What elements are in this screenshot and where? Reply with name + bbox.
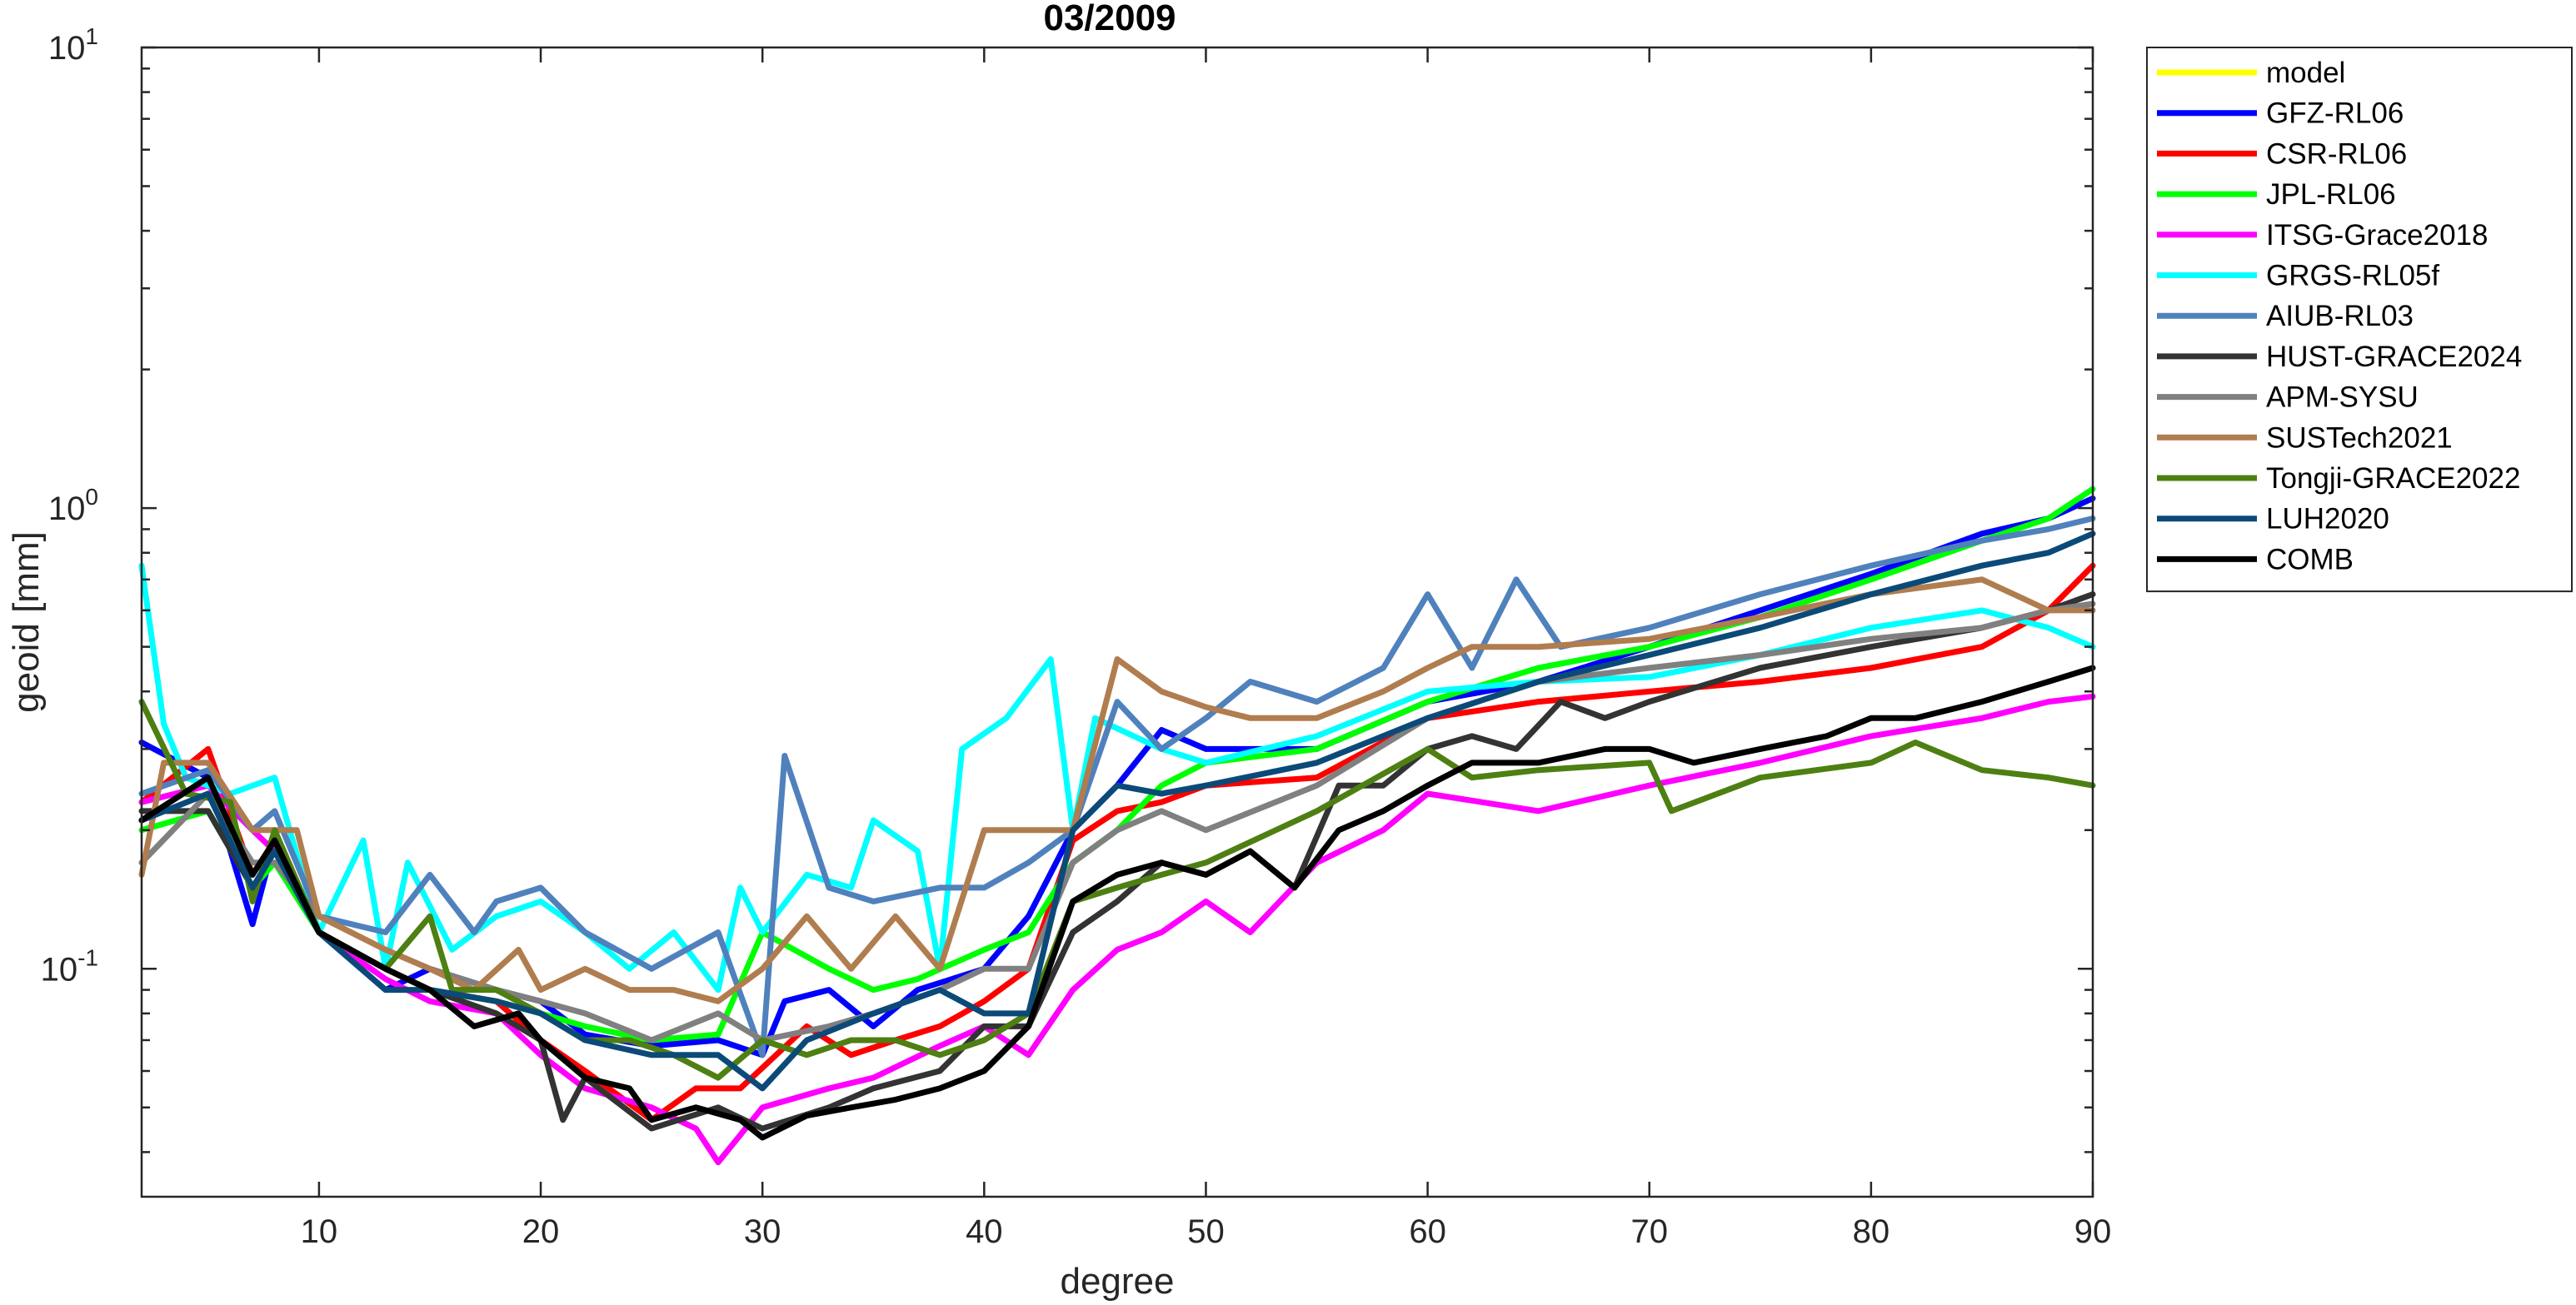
- legend-label-model: model: [2266, 57, 2345, 89]
- legend-label-csr-rl06: CSR-RL06: [2266, 137, 2407, 170]
- y-tick-label: 101: [48, 23, 98, 67]
- legend-label-gfz-rl06: GFZ-RL06: [2266, 97, 2404, 130]
- plot-background: [142, 47, 2093, 1197]
- x-tick-label: 50: [1187, 1213, 1225, 1250]
- x-tick-label: 80: [1853, 1213, 1890, 1250]
- y-axis-label: geoid [mm]: [6, 531, 47, 713]
- legend-label-jpl-rl06: JPL-RL06: [2266, 178, 2396, 211]
- series-layer: [138, 486, 2096, 1166]
- legend-label-comb: COMB: [2266, 543, 2354, 575]
- chart-title: 03/2009: [1043, 0, 1176, 38]
- x-tick-label: 30: [744, 1213, 781, 1250]
- series-line-comb: [138, 665, 2096, 1141]
- y-tick-label: 100: [48, 484, 98, 527]
- x-tick-label: 90: [2074, 1213, 2112, 1250]
- legend-label-grgs-rl05f: GRGS-RL05f: [2266, 260, 2439, 292]
- legend-label-sustech2021: SUSTech2021: [2266, 421, 2453, 454]
- x-tick-label: 70: [1630, 1213, 1668, 1250]
- x-tick-label: 20: [522, 1213, 560, 1250]
- ticks-layer: 10 20 30 40 50 60 70 80 90 10-1 100 101: [41, 23, 2112, 1250]
- series-line-grgs-rl05f: [138, 562, 2096, 994]
- legend-label-apm-sysu: APM-SYSU: [2266, 381, 2419, 414]
- x-axis-label: degree: [1060, 1261, 1174, 1302]
- axes-box: [140, 46, 2094, 1198]
- legend-label-tongji-grace2022: Tongji-GRACE2022: [2266, 462, 2520, 495]
- legend-box: [2146, 47, 2573, 593]
- series-line-sustech2021: [138, 576, 2096, 1004]
- series-line-luh2020: [138, 530, 2096, 1092]
- legend-label-aiub-rl03: AIUB-RL03: [2266, 300, 2414, 332]
- legend: model GFZ-RL06 CSR-RL06 JPL-RL06 ITSG-Grace2…: [2146, 47, 2573, 593]
- series-line-tongji-grace2022: [138, 699, 2096, 1081]
- legend-label-itsg-grace2018: ITSG-Grace2018: [2266, 219, 2489, 252]
- x-tick-label: 10: [301, 1213, 338, 1250]
- plot-area: 10 20 30 40 50 60 70 80 90 10-1 100 101: [41, 23, 2112, 1250]
- x-tick-label: 40: [966, 1213, 1003, 1250]
- x-tick-label: 60: [1409, 1213, 1446, 1250]
- y-tick-label: 10-1: [41, 944, 98, 988]
- legend-label-hust-grace2024: HUST-GRACE2024: [2266, 341, 2522, 373]
- legend-label-luh2020: LUH2020: [2266, 503, 2389, 535]
